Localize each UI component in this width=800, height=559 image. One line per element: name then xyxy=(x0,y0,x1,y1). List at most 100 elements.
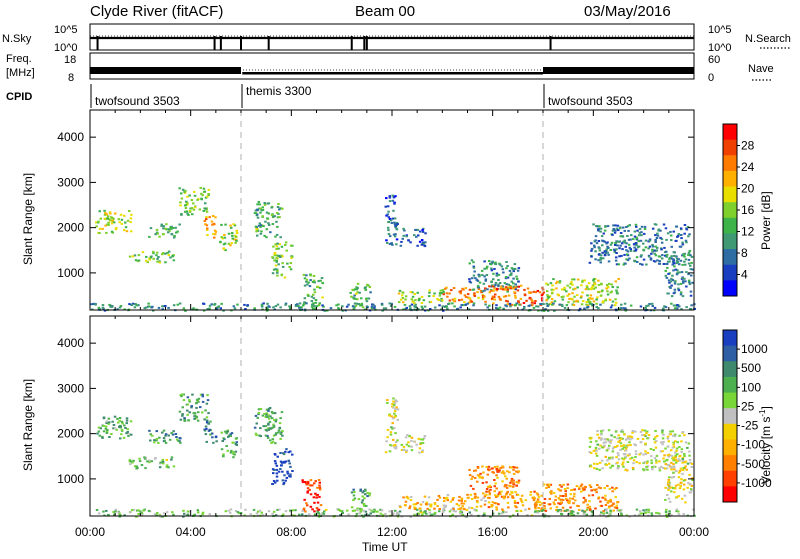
heatmap-cell xyxy=(256,229,260,232)
heatmap-cell xyxy=(183,419,186,422)
heatmap-cell xyxy=(656,246,659,249)
heatmap-cell xyxy=(644,306,647,309)
heatmap-cell xyxy=(475,505,479,508)
heatmap-cell xyxy=(512,514,515,517)
heatmap-cell xyxy=(670,449,673,452)
heatmap-cell xyxy=(606,293,610,296)
heatmap-cell xyxy=(468,280,471,283)
heatmap-cell xyxy=(355,292,358,295)
heatmap-cell xyxy=(132,508,136,511)
heatmap-cell xyxy=(421,449,424,452)
heatmap-cell xyxy=(373,307,376,309)
heatmap-cell xyxy=(337,303,340,306)
heatmap-cell xyxy=(627,243,631,246)
heatmap-cell xyxy=(445,286,448,289)
heatmap-cell xyxy=(664,511,668,513)
heatmap-cell xyxy=(313,288,316,291)
heatmap-cell xyxy=(428,511,431,514)
heatmap-cell xyxy=(156,232,159,235)
heatmap-cell xyxy=(493,296,496,298)
heatmap-cell xyxy=(205,224,209,227)
heatmap-cell xyxy=(389,431,393,434)
heatmap-cell xyxy=(560,288,564,291)
heatmap-cell xyxy=(195,415,199,418)
heatmap-cell xyxy=(608,444,611,447)
heatmap-cell xyxy=(265,306,269,309)
heatmap-cell xyxy=(675,510,678,513)
heatmap-cell xyxy=(230,449,233,452)
heatmap-cell xyxy=(600,437,604,440)
heatmap-cell xyxy=(475,278,479,281)
heatmap-cell xyxy=(688,473,691,476)
heatmap-cell xyxy=(258,203,261,206)
heatmap-cell xyxy=(624,262,627,265)
heatmap-cell xyxy=(506,300,509,303)
heatmap-cell xyxy=(281,265,285,268)
heatmap-cell xyxy=(517,300,520,303)
heatmap-cell xyxy=(593,283,597,286)
heatmap-cell xyxy=(428,289,431,292)
heatmap-cell xyxy=(678,446,681,448)
heatmap-cell xyxy=(598,258,602,261)
heatmap-cell xyxy=(105,509,108,512)
heatmap-cell xyxy=(273,412,277,415)
heatmap-cell xyxy=(393,402,396,405)
heatmap-cell xyxy=(291,255,294,258)
heatmap-cell xyxy=(158,260,161,263)
heatmap-cell xyxy=(451,498,454,501)
heatmap-cell xyxy=(422,511,426,514)
heatmap-cell xyxy=(129,511,132,514)
heatmap-cell xyxy=(268,417,271,420)
heatmap-cell xyxy=(444,497,447,500)
heatmap-cell xyxy=(407,441,410,444)
heatmap-cell xyxy=(616,444,619,447)
heatmap-cell xyxy=(472,266,476,269)
heatmap-cell xyxy=(252,508,256,511)
heatmap-cell xyxy=(539,503,542,506)
heatmap-cell xyxy=(405,449,408,452)
heatmap-cell xyxy=(408,305,412,308)
heatmap-cell xyxy=(495,474,498,477)
heatmap-cell xyxy=(665,508,668,511)
heatmap-cell xyxy=(533,490,536,493)
heatmap-cell xyxy=(511,466,515,469)
time-axis-label: Time UT xyxy=(362,540,408,554)
heatmap-cell xyxy=(617,458,621,461)
heatmap-cell xyxy=(274,514,278,517)
heatmap-cell xyxy=(404,500,408,503)
heatmap-cell xyxy=(178,410,182,413)
heatmap-cell xyxy=(280,411,284,414)
heatmap-cell xyxy=(595,440,598,443)
heatmap-cell xyxy=(665,250,668,253)
heatmap-cell xyxy=(312,496,316,499)
heatmap-cell xyxy=(678,245,682,248)
date-title: 03/May/2016 xyxy=(584,3,671,20)
heatmap-cell xyxy=(587,288,590,291)
heatmap-cell xyxy=(672,434,675,437)
heatmap-cell xyxy=(679,454,682,457)
heatmap-cell xyxy=(665,513,668,516)
heatmap-cell xyxy=(688,307,692,310)
heatmap-cell xyxy=(597,229,600,232)
heatmap-cell xyxy=(486,496,490,499)
heatmap-cell xyxy=(362,490,366,493)
heatmap-cell xyxy=(676,307,679,310)
heatmap-cell xyxy=(311,484,314,487)
heatmap-cell xyxy=(615,501,619,504)
heatmap-cell xyxy=(668,453,671,456)
heatmap-cell xyxy=(600,430,603,433)
heatmap-cell xyxy=(635,242,638,245)
heatmap-cell xyxy=(683,232,686,235)
heatmap-cell xyxy=(419,503,423,506)
heatmap-cell xyxy=(209,433,212,436)
heatmap-cell xyxy=(357,498,361,501)
heatmap-cell xyxy=(594,235,598,238)
x-tick-label: 16:00 xyxy=(478,525,508,539)
heatmap-cell xyxy=(105,430,109,433)
heatmap-cell xyxy=(224,223,227,226)
colorbar-swatch xyxy=(723,202,737,219)
heatmap-cell xyxy=(664,447,667,450)
heatmap-cell xyxy=(678,271,681,274)
heatmap-cell xyxy=(289,244,293,247)
